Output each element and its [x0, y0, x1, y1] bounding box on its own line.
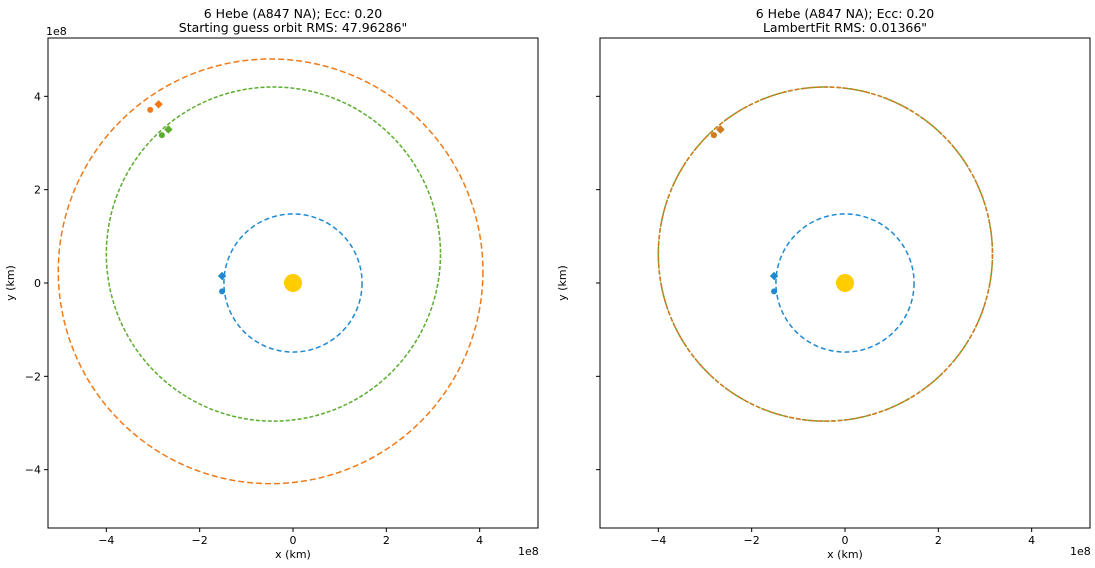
y-tick-label: 4 [34, 90, 41, 103]
chart-title: 6 Hebe (A847 NA); Ecc: 0.20 [203, 6, 383, 21]
x-axis-label: x (km) [275, 548, 311, 561]
y-tick-label: 2 [34, 184, 41, 197]
sun-marker [284, 274, 302, 292]
plot-area [57, 58, 484, 485]
fit_orbit-point-marker [710, 132, 717, 139]
y-axis-label: y (km) [4, 265, 17, 301]
left-chart-panel: 6 Hebe (A847 NA); Ecc: 0.20 Starting gue… [0, 0, 540, 568]
x-tick-label: −4 [98, 534, 114, 547]
x-tick-label: 2 [383, 534, 390, 547]
earth-diamond-marker [217, 271, 227, 281]
start_orbit-diamond-marker [154, 100, 163, 109]
earth-diamond-marker [769, 271, 779, 281]
y-axis-label: y (km) [556, 265, 569, 301]
x-axis-multiplier: 1e8 [518, 545, 539, 558]
y-tick-label: −2 [25, 370, 41, 383]
x-tick-label: −2 [192, 534, 208, 547]
earth-point-marker [771, 288, 778, 295]
true_orbit-point-marker [158, 132, 165, 139]
y-tick-label: 0 [34, 277, 41, 290]
right-chart-panel: 6 Hebe (A847 NA); Ecc: 0.20 LambertFit R… [552, 0, 1092, 568]
true_orbit-orbit-line [657, 86, 994, 422]
start_orbit-point-marker [147, 106, 154, 113]
chart-subtitle: Starting guess orbit RMS: 47.96286" [178, 20, 408, 35]
right-orbit-plot: −4 −2 0 2 4 x (km) y (km) [556, 37, 1091, 561]
true_orbit-orbit-line [105, 86, 442, 422]
x-tick-label: −2 [744, 534, 760, 547]
chart-subtitle: LambertFit RMS: 0.01366" [762, 20, 928, 35]
x-tick-label: 4 [476, 534, 483, 547]
x-tick-label: 4 [1028, 534, 1035, 547]
true_orbit-diamond-marker [164, 125, 173, 134]
start_orbit-orbit-line [57, 58, 484, 485]
earth-point-marker [219, 288, 226, 295]
plot-area [657, 86, 994, 422]
earth-orbit-line [775, 213, 915, 353]
x-tick-label: 2 [935, 534, 942, 547]
fit_orbit-orbit-line [657, 86, 994, 422]
chart-title: 6 Hebe (A847 NA); Ecc: 0.20 [755, 6, 935, 21]
x-axis-label: x (km) [827, 548, 863, 561]
y-tick-label: −4 [25, 464, 41, 477]
left-orbit-plot: −4 −2 0 2 4 −4 −2 0 2 4 x (km) y (km) [4, 37, 539, 561]
y-axis-multiplier: 1e8 [46, 25, 67, 38]
x-tick-label: 0 [842, 534, 849, 547]
x-tick-label: 0 [290, 534, 297, 547]
x-axis-multiplier: 1e8 [1070, 545, 1091, 558]
sun-marker [836, 274, 854, 292]
x-tick-label: −4 [650, 534, 666, 547]
earth-orbit-line [223, 213, 363, 353]
